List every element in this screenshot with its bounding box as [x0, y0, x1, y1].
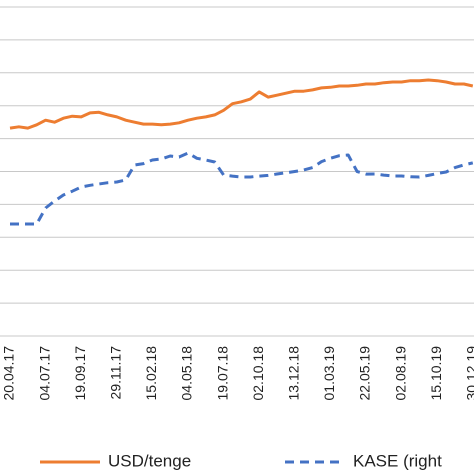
- x-tick-label: 15.10.19: [428, 346, 444, 401]
- x-tick-label: 20.04.17: [1, 346, 17, 401]
- x-tick-label: 04.05.18: [179, 346, 195, 401]
- x-tick-label: 22.05.19: [357, 346, 373, 401]
- series-line: [9, 78, 474, 130]
- x-tick-label: 30.12.19: [464, 346, 474, 401]
- legend-label: KASE (right: [353, 451, 442, 470]
- x-tick-label: 02.08.19: [392, 346, 408, 401]
- x-tick-label: 15.02.18: [143, 346, 159, 401]
- x-tick-label: 19.07.18: [214, 346, 230, 401]
- x-tick-label: 01.03.19: [321, 346, 337, 401]
- series-line: [10, 151, 474, 226]
- x-tick-label: 02.10.18: [250, 346, 266, 401]
- x-tick-label: 13.12.18: [286, 346, 302, 401]
- x-tick-label: 29.11.17: [108, 346, 124, 400]
- x-tick-label: 19.09.17: [72, 346, 88, 401]
- legend-label: USD/tenge: [108, 451, 191, 470]
- x-tick-label: 04.07.17: [36, 346, 52, 401]
